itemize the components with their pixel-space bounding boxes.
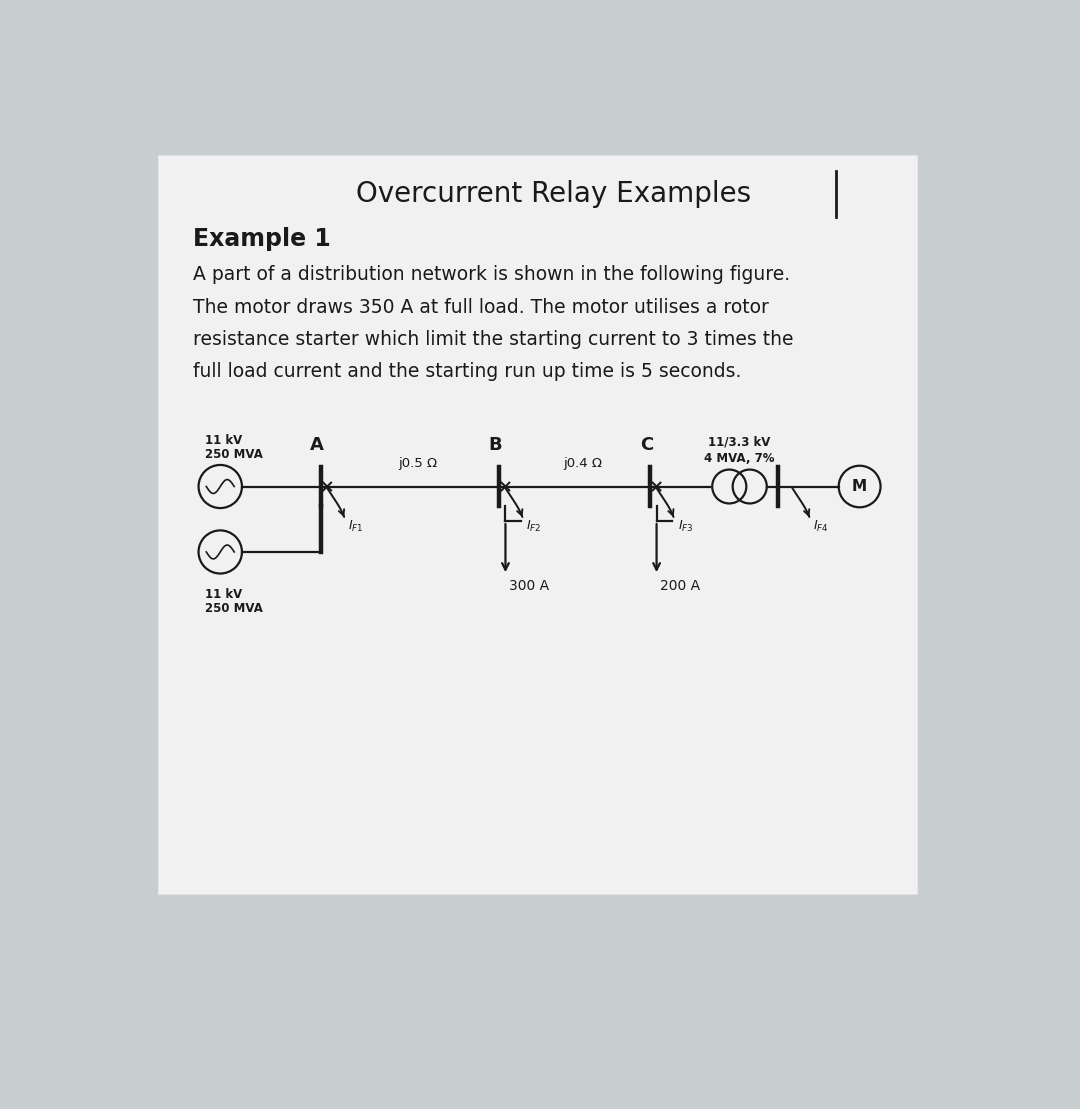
Text: The motor draws 350 A at full load. The motor utilises a rotor: The motor draws 350 A at full load. The … [193,297,769,316]
Text: C: C [639,436,653,455]
Text: j0.4 Ω: j0.4 Ω [563,457,602,469]
Text: M: M [852,479,867,494]
Text: Overcurrent Relay Examples: Overcurrent Relay Examples [356,180,751,207]
Text: $I_{F4}$: $I_{F4}$ [813,519,829,533]
Text: $I_{F3}$: $I_{F3}$ [677,519,693,533]
Text: 250 MVA: 250 MVA [205,448,262,460]
Text: 11/3.3 kV: 11/3.3 kV [708,435,771,448]
Text: 11 kV: 11 kV [205,434,242,447]
Text: B: B [488,436,502,455]
Text: j0.5 Ω: j0.5 Ω [399,457,437,469]
Text: $I_{F1}$: $I_{F1}$ [348,519,364,533]
Text: $I_{F2}$: $I_{F2}$ [526,519,542,533]
Text: 4 MVA, 7%: 4 MVA, 7% [704,452,774,465]
Text: A part of a distribution network is shown in the following figure.: A part of a distribution network is show… [193,265,791,284]
Text: Example 1: Example 1 [193,226,330,251]
Text: A: A [310,436,324,455]
Text: 300 A: 300 A [510,579,550,593]
Text: full load current and the starting run up time is 5 seconds.: full load current and the starting run u… [193,363,742,381]
Text: resistance starter which limit the starting current to 3 times the: resistance starter which limit the start… [193,330,794,349]
Text: 11 kV: 11 kV [205,588,242,601]
Text: 200 A: 200 A [661,579,701,593]
FancyBboxPatch shape [159,155,918,895]
Text: 250 MVA: 250 MVA [205,602,262,614]
